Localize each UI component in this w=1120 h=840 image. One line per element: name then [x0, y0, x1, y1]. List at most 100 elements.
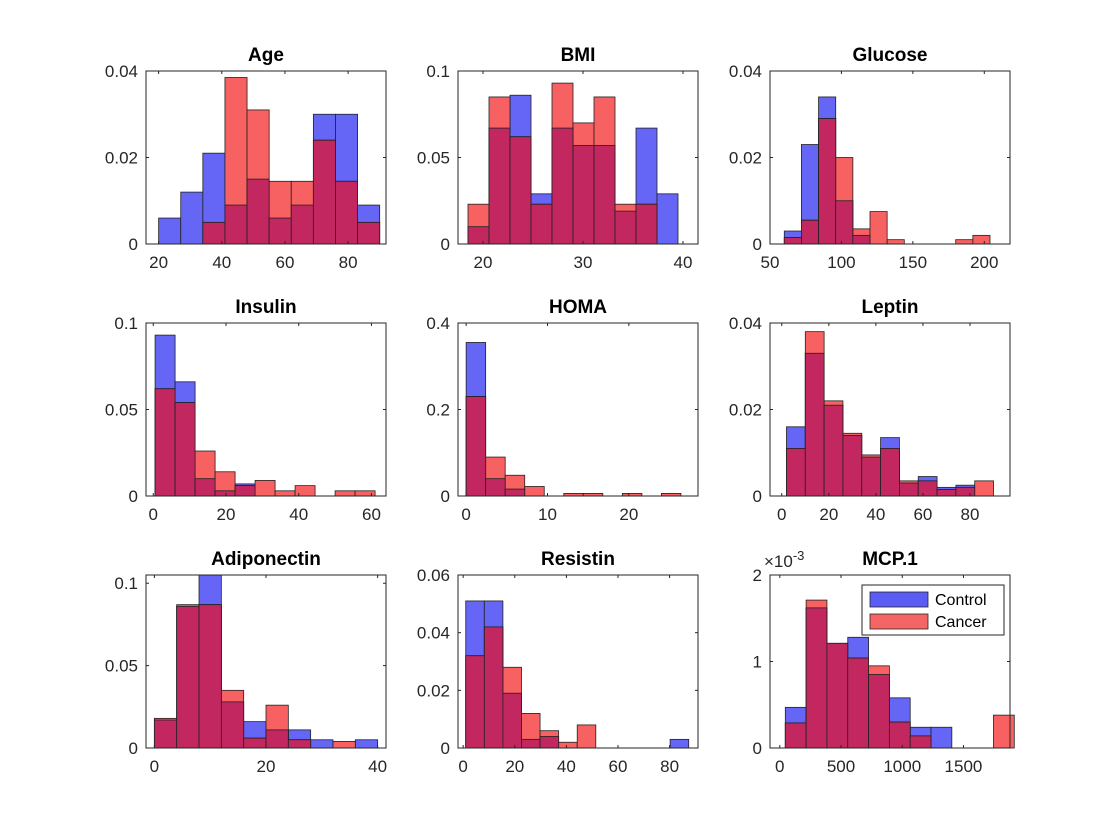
bar-overlap — [804, 352, 825, 497]
bar-overlap — [504, 488, 526, 497]
x-tick-label: 200 — [970, 253, 998, 272]
x-tick-label: 1000 — [883, 757, 921, 776]
bar-overlap — [783, 237, 802, 245]
bar-overlap — [153, 719, 178, 749]
bar-cancer — [274, 490, 296, 497]
bar-overlap — [465, 396, 487, 497]
y-exponent-label: ×10-3 — [764, 548, 804, 571]
bar-overlap — [899, 482, 919, 497]
x-tick-label: 150 — [899, 253, 927, 272]
subplot-age: 20 40 60 80 0 0.02 0.04 Age — [105, 45, 387, 272]
bar-overlap — [312, 139, 336, 245]
x-tick-label: 60 — [275, 253, 294, 272]
legend-swatch-control — [869, 591, 929, 608]
y-tick-label: 0 — [753, 487, 762, 506]
y-tick-label: 0 — [441, 487, 450, 506]
bar-overlap — [198, 604, 222, 749]
x-tick-label: 1500 — [945, 757, 983, 776]
x-tick-label: 50 — [761, 253, 780, 272]
x-tick-label: 20 — [619, 505, 638, 524]
y-tick-label: 0.02 — [417, 681, 450, 700]
bar-overlap — [246, 178, 270, 245]
x-tick-label: 30 — [574, 253, 593, 272]
x-tick-label: 40 — [368, 757, 387, 776]
bar-overlap — [842, 435, 863, 497]
bar-cancer — [354, 490, 376, 497]
subplot-glucose: 50 100 150 200 0 0.02 0.04 Glucose — [729, 45, 1011, 272]
y-tick-label: 0 — [129, 487, 138, 506]
legend: Control Cancer — [861, 584, 1005, 636]
bar-overlap — [835, 200, 854, 245]
y-tick-label: 0 — [441, 739, 450, 758]
x-tick-label: 0 — [775, 757, 784, 776]
bar-cancer — [576, 724, 597, 749]
y-tick-label: 0.1 — [114, 574, 138, 593]
y-tick-label: 0.05 — [105, 657, 138, 676]
y-tick-label: 2 — [753, 566, 762, 585]
bar-control — [669, 738, 690, 749]
x-tick-label: 20 — [505, 757, 524, 776]
bar-overlap — [635, 203, 658, 245]
legend-label-cancer: Cancer — [935, 614, 987, 631]
bar-overlap — [467, 226, 490, 245]
y-tick-label: 0.02 — [729, 149, 762, 168]
y-tick-label: 0.1 — [114, 314, 138, 333]
bar-overlap — [826, 642, 849, 749]
y-tick-label: 0.02 — [729, 401, 762, 420]
subplot-title: BMI — [561, 45, 596, 66]
x-tick-label: 40 — [289, 505, 308, 524]
bar-overlap — [194, 478, 216, 497]
bar-overlap — [202, 221, 226, 245]
subplot-title: Adiponectin — [211, 549, 321, 570]
bar-overlap — [357, 221, 381, 245]
subplot-title: HOMA — [549, 297, 607, 318]
bar-overlap — [509, 136, 532, 245]
y-tick-label: 0 — [129, 235, 138, 254]
y-tick-label: 0.05 — [417, 149, 450, 168]
legend-swatch-cancer — [869, 613, 929, 630]
subplot-title: MCP.1 — [862, 549, 918, 570]
axes-box — [457, 574, 699, 749]
subplot-title: Resistin — [541, 549, 615, 570]
x-tick-label: 40 — [674, 253, 693, 272]
bar-cancer — [974, 480, 994, 497]
bar-cancer — [294, 485, 316, 497]
y-exponent-power: -3 — [793, 548, 805, 563]
subplot-leptin: 0 20 40 60 80 0 0.02 0.04 Leptin — [729, 297, 1011, 524]
bar-overlap — [614, 210, 637, 245]
bar-control — [930, 726, 953, 749]
x-tick-label: 0 — [777, 505, 786, 524]
y-tick-label: 0 — [441, 235, 450, 254]
bar-cancer — [993, 714, 1015, 749]
bar-overlap — [174, 402, 196, 497]
subplot-resistin: 0 20 40 60 80 0 0.02 0.04 0.06 Resistin — [417, 549, 699, 776]
x-tick-label: 20 — [819, 505, 838, 524]
x-tick-label: 20 — [149, 253, 168, 272]
bar-control — [354, 739, 379, 749]
y-tick-label: 0.06 — [417, 566, 450, 585]
subplot-title: Insulin — [235, 297, 296, 318]
bar-overlap — [243, 737, 267, 749]
y-tick-label: 0 — [753, 235, 762, 254]
bar-overlap — [290, 204, 314, 245]
legend-label-control: Control — [935, 592, 987, 609]
y-tick-label: 0.05 — [105, 401, 138, 420]
bar-cancer — [886, 239, 905, 245]
y-tick-label: 0.02 — [105, 149, 138, 168]
x-tick-label: 0 — [461, 505, 470, 524]
bar-overlap — [335, 180, 358, 245]
y-tick-label: 0 — [753, 739, 762, 758]
y-tick-label: 0.2 — [426, 401, 450, 420]
bar-overlap — [268, 217, 292, 245]
bar-overlap — [823, 404, 844, 497]
subplot-title: Leptin — [862, 297, 919, 318]
bar-overlap — [234, 485, 256, 497]
bar-cancer — [869, 211, 888, 245]
bar-overlap — [465, 655, 485, 749]
bar-overlap — [220, 701, 245, 749]
bar-overlap — [530, 203, 553, 245]
bar-cancer — [332, 741, 356, 749]
x-tick-label: 0 — [149, 505, 158, 524]
bar-overlap — [847, 657, 869, 749]
bar-overlap — [955, 486, 976, 497]
